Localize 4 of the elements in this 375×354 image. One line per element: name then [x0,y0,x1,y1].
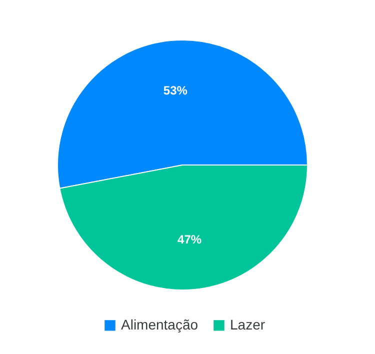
legend-label: Alimentação [121,316,198,332]
legend-label: Lazer [230,316,266,332]
data-label: 47% [178,232,202,247]
data-label: 53% [163,83,188,98]
